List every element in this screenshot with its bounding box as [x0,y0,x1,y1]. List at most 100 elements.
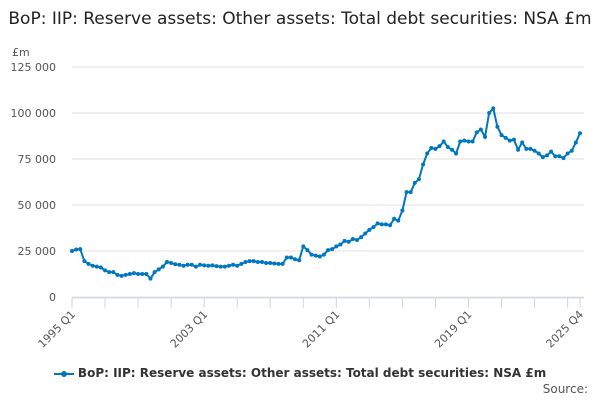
data-point [408,190,413,195]
data-point [280,261,285,266]
data-point [94,264,99,269]
data-point [222,264,227,269]
data-point [342,238,347,243]
y-tick-label: 75 000 [18,153,57,166]
data-point [78,247,83,252]
data-point [70,249,74,253]
data-point [103,268,108,273]
x-tick-label: 2019 Q1 [432,308,475,351]
data-point [416,177,421,182]
data-point [491,106,496,111]
data-point [313,253,318,258]
data-point [226,263,231,268]
data-point [90,263,95,268]
data-point [119,273,124,278]
data-point [441,139,446,144]
data-point [536,151,541,156]
data-point [354,237,359,242]
data-point [371,225,376,230]
data-point [363,231,368,236]
data-point [458,139,463,144]
legend-marker [53,370,74,377]
data-point [392,216,397,221]
data-point [115,272,120,277]
data-point [553,154,558,159]
data-point [127,272,132,276]
data-point [189,262,194,267]
data-point [425,151,430,156]
data-point [429,145,434,150]
data-point [169,260,174,265]
data-point [202,263,207,268]
data-point [74,247,79,252]
data-point [152,270,157,275]
data-point [478,127,483,132]
data-point [164,260,169,265]
data-point [338,242,343,247]
data-point [148,276,153,281]
data-point [421,162,426,167]
data-point [561,156,566,161]
data-point [383,222,388,227]
data-point [317,254,322,259]
data-point [524,146,529,151]
data-point [98,265,103,270]
data-point [359,235,364,240]
data-point [483,134,488,139]
y-tick-label: 50 000 [18,199,57,212]
data-point [309,252,314,257]
data-point [181,263,186,268]
data-point [569,148,574,153]
x-tick-label: 2025 Q4 [544,308,587,351]
legend-label: BoP: IIP: Reserve assets: Other assets: … [77,366,547,380]
data-point [326,248,331,253]
data-point [544,153,549,158]
data-point [136,272,141,276]
data-point [276,261,281,266]
data-point [255,260,260,265]
data-point [375,221,380,226]
data-point [185,262,190,267]
x-tick-label: 2011 Q1 [300,308,343,351]
data-point [251,259,256,264]
data-point [82,259,87,264]
chart-title: BoP: IIP: Reserve assets: Other assets: … [8,9,592,29]
data-point [412,180,417,185]
data-point [474,130,479,135]
data-point [454,151,459,156]
data-point [193,264,198,269]
data-point [243,260,248,265]
data-point [305,248,310,253]
series-line [71,106,581,281]
data-point [462,138,467,143]
y-tick-label: 0 [49,291,56,304]
legend[interactable]: BoP: IIP: Reserve assets: Other assets: … [0,366,600,380]
data-point [449,147,454,152]
data-point [565,151,570,156]
data-point [511,137,516,142]
data-point [214,264,219,269]
data-point [528,146,533,151]
data-point [272,261,277,266]
source-label: Source: [542,382,588,396]
data-point [210,263,215,268]
data-point [557,154,562,159]
data-point [264,260,269,265]
data-point [160,264,165,269]
data-point [334,244,339,249]
data-point [111,270,116,275]
data-point [231,262,236,267]
data-point [433,146,438,151]
data-point [495,124,500,129]
data-point [293,257,298,262]
data-point [400,208,405,213]
data-point [144,272,149,276]
x-tick-label: 2003 Q1 [168,308,211,351]
data-point [206,263,211,268]
data-point [235,263,240,268]
data-point [516,147,521,152]
data-point [549,149,554,154]
data-point [404,190,409,195]
